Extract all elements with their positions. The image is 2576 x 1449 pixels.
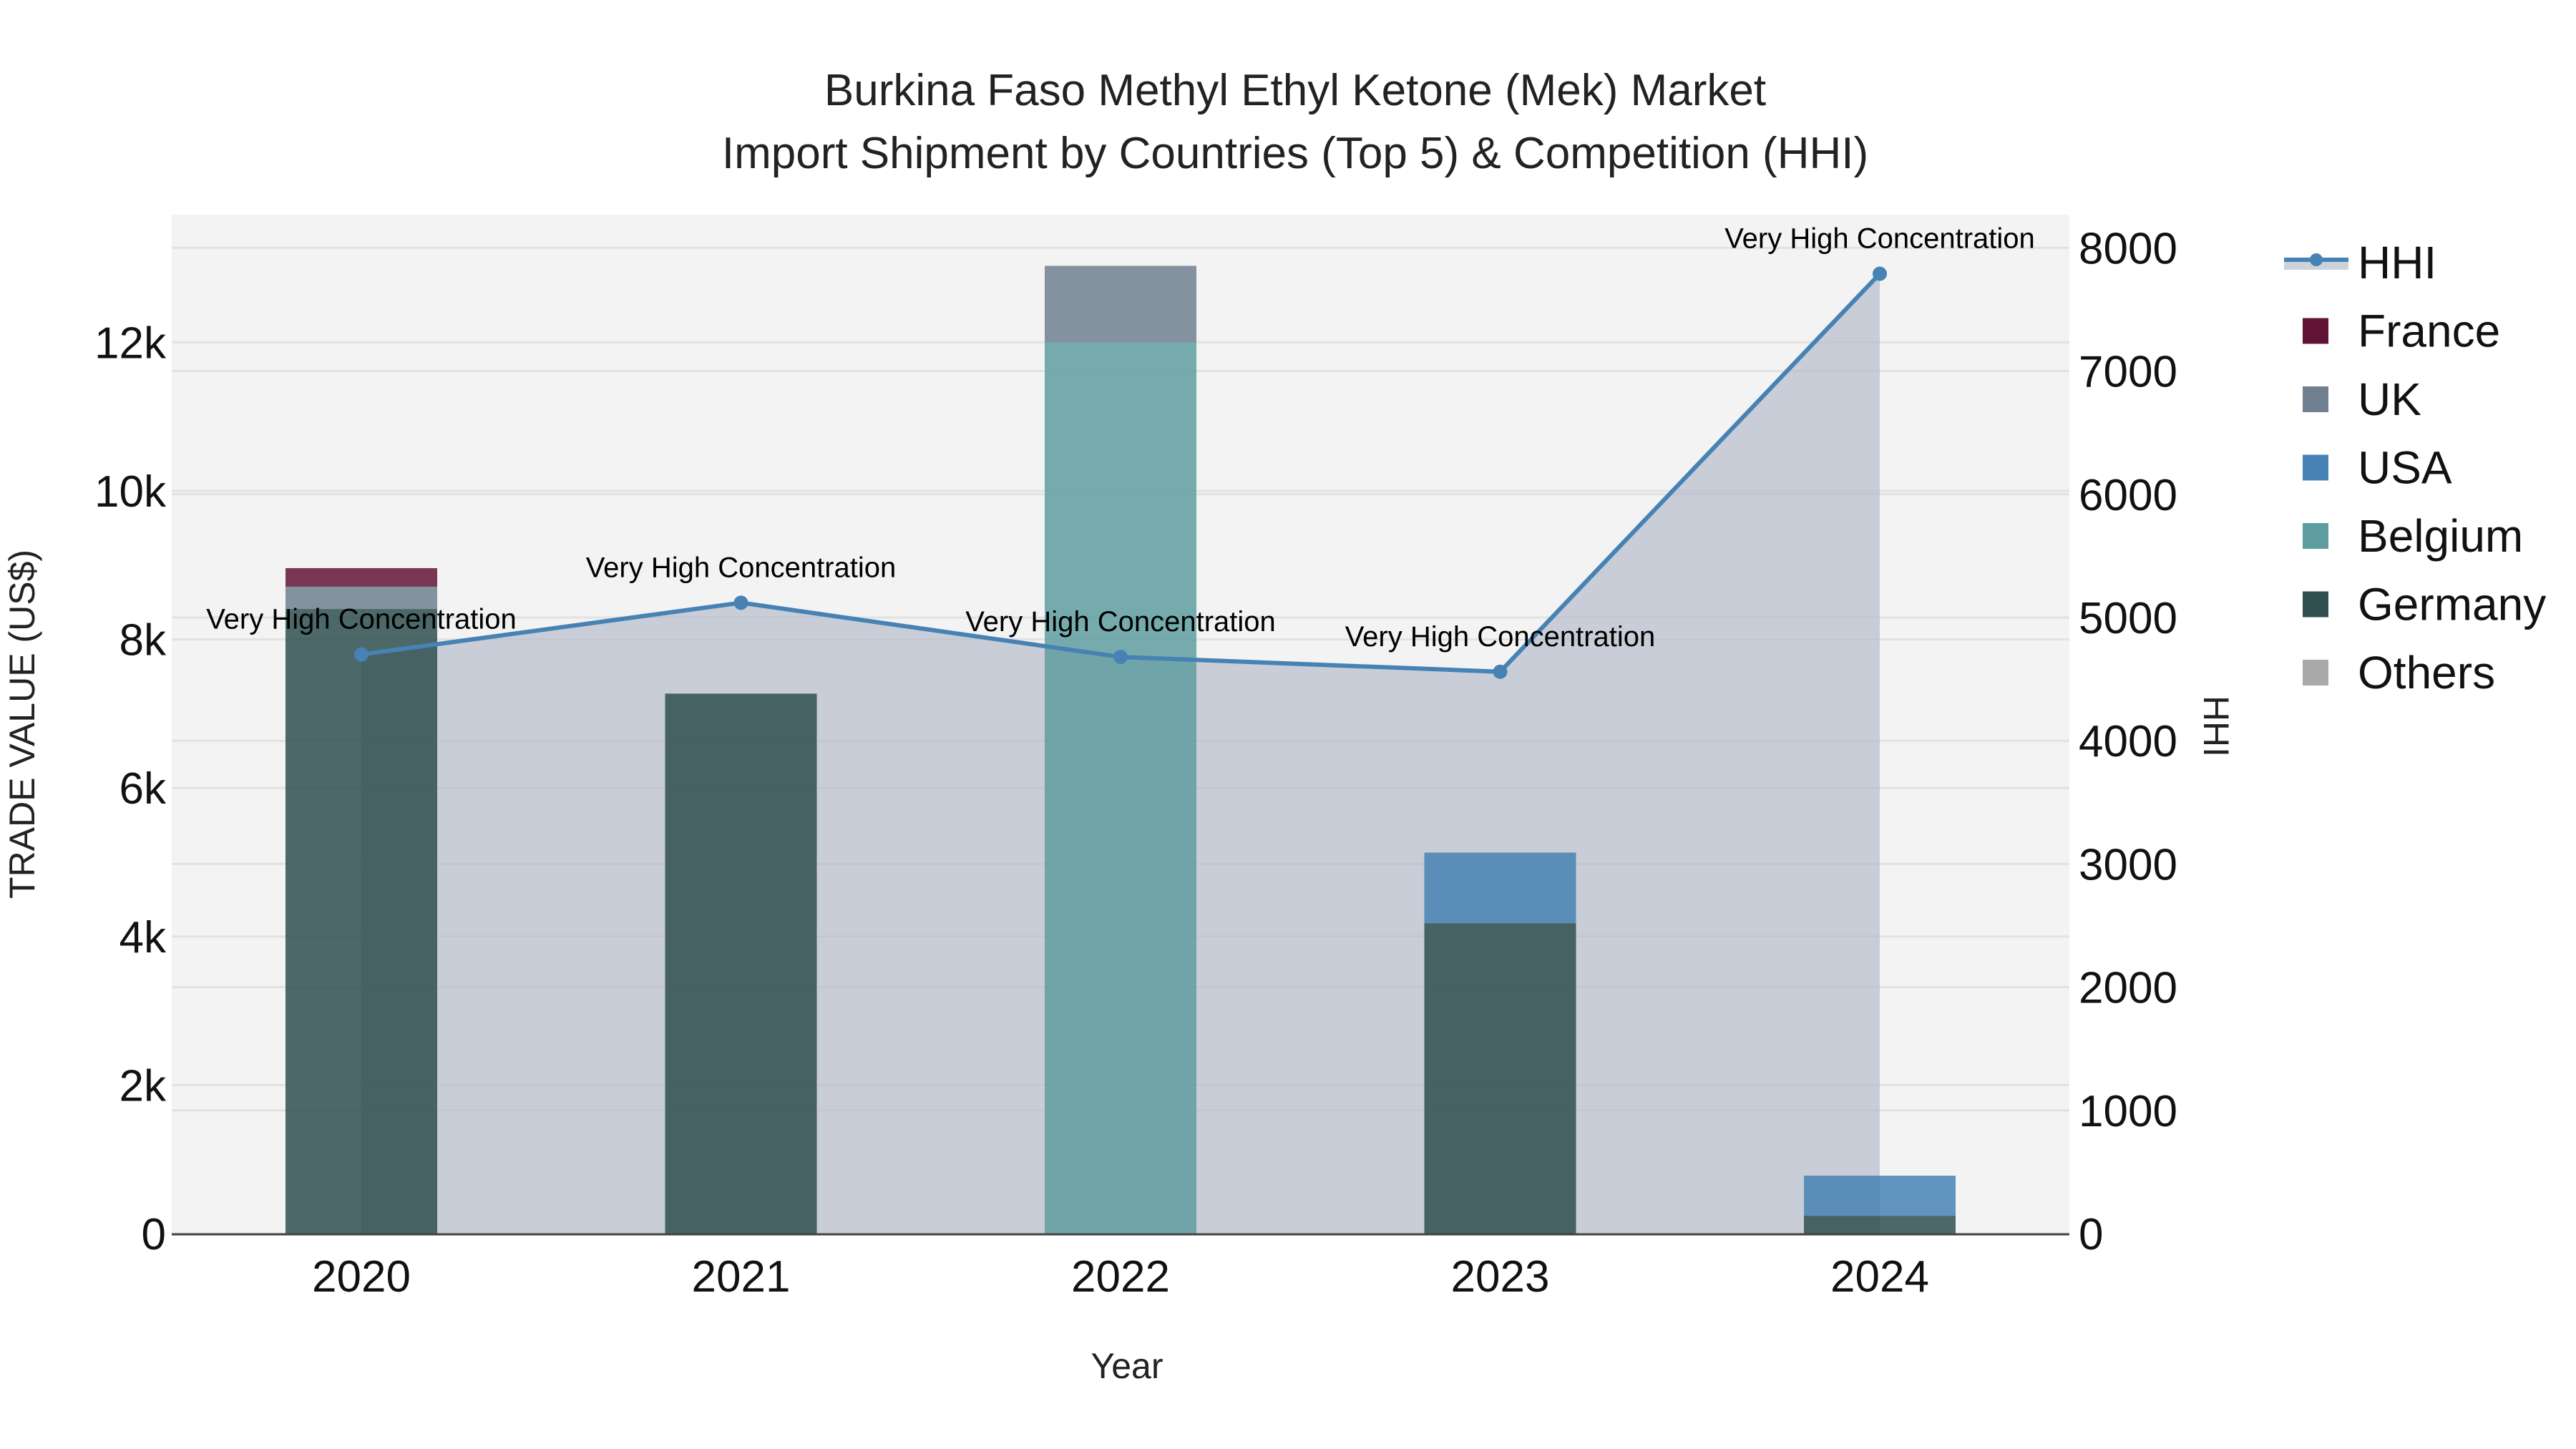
x-tick-label: 2020 — [312, 1252, 411, 1302]
legend-label: HHI — [2358, 237, 2436, 288]
hhi-marker-2020 — [354, 647, 369, 662]
y-left-tick-label: 10k — [94, 467, 167, 517]
y-right-tick-label: 6000 — [2079, 471, 2177, 520]
legend-label: Others — [2358, 647, 2495, 698]
bars — [286, 265, 1956, 1234]
legend-swatch-icon — [2303, 660, 2328, 686]
hhi-marker-2022 — [1113, 650, 1128, 665]
legend-swatch-icon — [2303, 591, 2328, 618]
y-right-tick-label: 1000 — [2079, 1087, 2177, 1136]
hhi-annotation: Very High Concentration — [1724, 223, 2035, 255]
legend-item-uk[interactable]: UK — [2303, 374, 2421, 425]
hhi-annotation: Very High Concentration — [965, 606, 1276, 638]
hhi-annotation: Very High Concentration — [586, 552, 897, 583]
bar-segment-germany-2024 — [1804, 1216, 1956, 1234]
x-tick-label: 2022 — [1071, 1252, 1170, 1302]
bar-segment-belgium-2022 — [1045, 342, 1196, 1234]
chart-title-line2: Import Shipment by Countries (Top 5) & C… — [722, 129, 1868, 178]
legend-swatch-icon — [2303, 386, 2328, 412]
y-right-tick-label: 3000 — [2079, 840, 2177, 889]
y-left-axis-title: TRADE VALUE (US$) — [2, 550, 42, 899]
bar-segment-germany-2020 — [286, 609, 437, 1234]
hhi-annotations: Very High Concentration Very High Concent… — [206, 223, 2035, 653]
legend-label: UK — [2358, 374, 2421, 425]
bar-segment-france-2020 — [286, 567, 437, 587]
legend-item-france[interactable]: France — [2303, 306, 2500, 357]
y-right-axis-title: HHI — [2196, 696, 2236, 757]
x-axis-title: Year — [1091, 1346, 1163, 1386]
y-right-tick-label: 0 — [2079, 1210, 2103, 1259]
bar-segment-germany-2023 — [1424, 923, 1576, 1234]
x-tick-label: 2024 — [1830, 1252, 1929, 1302]
y-right-tick-label: 4000 — [2079, 717, 2177, 766]
legend-item-belgium[interactable]: Belgium — [2303, 510, 2523, 562]
legend-item-germany[interactable]: Germany — [2303, 579, 2546, 630]
legend-item-others[interactable]: Others — [2303, 647, 2495, 698]
y-left-tick-label: 0 — [142, 1210, 166, 1259]
hhi-marker-2021 — [733, 595, 748, 610]
bar-segment-usa-2024 — [1804, 1176, 1956, 1216]
bar-segment-usa-2023 — [1424, 852, 1576, 924]
y-right-tick-label: 5000 — [2079, 594, 2177, 643]
legend-label: France — [2358, 306, 2500, 357]
legend-item-usa[interactable]: USA — [2303, 442, 2452, 494]
bar-segment-germany-2021 — [665, 693, 817, 1234]
legend-swatch-icon — [2303, 454, 2328, 481]
hhi-annotation: Very High Concentration — [206, 604, 517, 635]
hhi-annotation: Very High Concentration — [1345, 621, 1656, 653]
legend-item-hhi[interactable]: HHI — [2284, 237, 2436, 288]
legend-label: Germany — [2358, 579, 2546, 630]
y-left-tick-label: 8k — [119, 616, 167, 665]
legend-marker-icon — [2310, 253, 2323, 266]
y-left-axis-ticks: 0 2k 4k 6k 8k 10k 12k — [94, 318, 167, 1259]
y-left-tick-label: 12k — [94, 318, 167, 368]
y-right-tick-label: 8000 — [2079, 224, 2177, 273]
legend-swatch-icon — [2303, 523, 2328, 549]
y-left-tick-label: 4k — [119, 913, 167, 962]
x-tick-label: 2023 — [1451, 1252, 1550, 1302]
hhi-marker-2023 — [1493, 664, 1508, 679]
y-left-tick-label: 6k — [119, 764, 167, 814]
bar-segment-uk-2022 — [1045, 265, 1196, 343]
y-right-tick-label: 2000 — [2079, 964, 2177, 1013]
hhi-marker-2024 — [1873, 266, 1887, 281]
y-right-axis-ticks: 0 1000 2000 3000 4000 5000 6000 7000 8000 — [2079, 224, 2177, 1259]
x-tick-label: 2021 — [692, 1252, 791, 1302]
legend: HHI France UK USA Belgium Germany Others — [2284, 237, 2546, 698]
y-left-tick-label: 2k — [119, 1061, 167, 1111]
legend-swatch-icon — [2303, 318, 2328, 344]
chart-title-line1: Burkina Faso Methyl Ethyl Ketone (Mek) M… — [824, 66, 1766, 115]
x-axis-ticks: 2020 2021 2022 2023 2024 — [312, 1252, 1929, 1302]
bar-segment-uk-2020 — [286, 586, 437, 610]
legend-label: USA — [2358, 442, 2452, 494]
y-right-tick-label: 7000 — [2079, 348, 2177, 397]
hhi-line — [354, 266, 1887, 679]
legend-label: Belgium — [2358, 510, 2523, 562]
